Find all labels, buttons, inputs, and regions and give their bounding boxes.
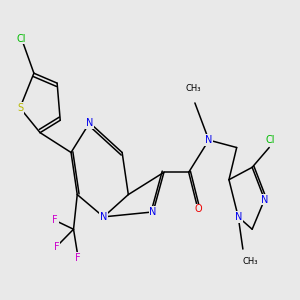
Text: S: S: [17, 103, 23, 113]
Text: N: N: [100, 212, 107, 222]
Text: Cl: Cl: [17, 34, 26, 44]
Text: F: F: [52, 215, 58, 225]
Text: Cl: Cl: [266, 135, 275, 145]
Text: N: N: [235, 212, 242, 222]
Text: N: N: [149, 207, 157, 217]
Text: N: N: [261, 194, 268, 205]
Text: O: O: [194, 204, 202, 214]
Text: N: N: [205, 135, 212, 145]
Text: CH₃: CH₃: [186, 84, 201, 93]
Text: F: F: [75, 253, 81, 263]
Text: N: N: [86, 118, 93, 128]
Text: CH₃: CH₃: [243, 257, 258, 266]
Text: F: F: [54, 242, 59, 252]
